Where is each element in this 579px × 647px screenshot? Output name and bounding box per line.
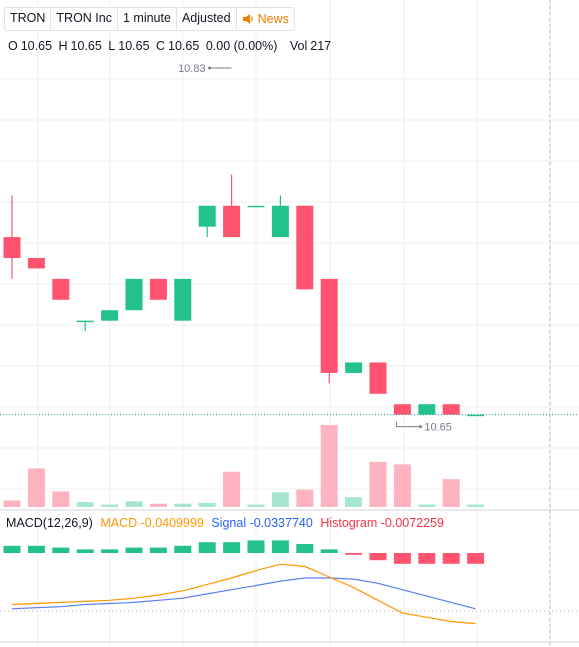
candle-body bbox=[52, 278, 70, 300]
macd-histogram-bar bbox=[3, 545, 21, 553]
macd-histogram-bar bbox=[345, 553, 363, 555]
volume-bar bbox=[125, 501, 143, 507]
candles bbox=[3, 174, 485, 417]
macd-histogram-bar bbox=[296, 544, 314, 553]
macd-histogram-bar bbox=[149, 547, 167, 553]
candle-body bbox=[198, 205, 216, 227]
candle-body bbox=[467, 414, 485, 417]
volume-label: Vol bbox=[289, 39, 308, 53]
candle-body bbox=[247, 205, 265, 208]
macd-histogram-bar bbox=[320, 549, 338, 553]
volume-bar bbox=[3, 500, 21, 507]
volume-value: 217 bbox=[310, 39, 332, 53]
volume-bar bbox=[52, 491, 70, 507]
high-label: H bbox=[58, 39, 68, 53]
candle-body bbox=[393, 404, 411, 415]
symbol-ticker[interactable]: TRON bbox=[5, 8, 52, 30]
low-marker-dot bbox=[418, 425, 422, 429]
candle-body bbox=[125, 278, 143, 311]
candle-body bbox=[27, 258, 45, 269]
low-value: 10.65 bbox=[118, 39, 150, 53]
candle-body bbox=[3, 237, 21, 258]
candle-body bbox=[76, 320, 94, 323]
high-marker-label: 10.83 bbox=[178, 63, 206, 75]
candle-body bbox=[296, 205, 314, 290]
open-label: O bbox=[8, 39, 18, 53]
news-button[interactable]: News bbox=[237, 8, 294, 30]
speaker-icon bbox=[242, 14, 253, 24]
macd-histogram-bar bbox=[76, 549, 94, 553]
candle-body bbox=[442, 404, 460, 415]
candle-body bbox=[149, 278, 167, 300]
open-value: 10.65 bbox=[20, 39, 53, 53]
macd-title[interactable]: MACD(12,26,9) bbox=[6, 516, 93, 530]
histogram-value: Histogram -0.0072259 bbox=[320, 516, 444, 530]
candle-body bbox=[271, 205, 289, 238]
low-label: L bbox=[108, 39, 116, 53]
adjustment-label[interactable]: Adjusted bbox=[177, 8, 237, 30]
volume-bar bbox=[369, 461, 387, 507]
interval-label[interactable]: 1 minute bbox=[118, 8, 177, 30]
close-label: C bbox=[156, 39, 166, 53]
volume-bar bbox=[76, 502, 94, 507]
macd-histogram-bar bbox=[125, 547, 143, 553]
macd-histogram-bar bbox=[418, 553, 436, 564]
candle-body bbox=[174, 278, 192, 321]
volume-bar bbox=[442, 479, 460, 507]
symbol-header: TRON TRON Inc 1 minute Adjusted News bbox=[4, 7, 295, 31]
volume-bar bbox=[296, 489, 314, 507]
macd-histogram-bar bbox=[271, 540, 289, 553]
price-markers: 10.83 10.65 bbox=[178, 63, 452, 434]
macd-histogram-bar bbox=[27, 545, 45, 553]
macd-histogram-bar bbox=[52, 547, 70, 553]
candle-body bbox=[369, 362, 387, 394]
candle-body bbox=[320, 278, 338, 373]
volume-bar bbox=[345, 497, 363, 507]
macd-value: MACD -0.0409999 bbox=[100, 516, 204, 530]
volume-bar bbox=[198, 502, 216, 507]
candle-body bbox=[101, 310, 119, 321]
candle-body bbox=[418, 404, 436, 415]
macd-histogram-bar bbox=[101, 549, 119, 553]
macd-histogram-bar bbox=[369, 553, 387, 561]
volume-bar bbox=[27, 468, 45, 507]
macd-histogram-bar bbox=[223, 542, 241, 553]
candle-body bbox=[223, 205, 241, 238]
macd-histogram-bar bbox=[442, 553, 460, 564]
news-label: News bbox=[257, 12, 289, 26]
symbol-name: TRON Inc bbox=[51, 8, 118, 30]
macd-pane bbox=[0, 540, 579, 625]
signal-value: Signal -0.0337740 bbox=[211, 516, 313, 530]
close-value: 10.65 bbox=[168, 39, 200, 53]
volume-bar bbox=[149, 503, 167, 507]
macd-histogram-bar bbox=[247, 540, 265, 553]
volume-bar bbox=[223, 471, 241, 507]
volume-bar bbox=[101, 504, 119, 507]
candle-body bbox=[345, 362, 363, 373]
volume-bar bbox=[271, 492, 289, 507]
macd-histogram-bar bbox=[174, 545, 192, 553]
volume-bar bbox=[174, 503, 192, 507]
low-marker-label: 10.65 bbox=[424, 422, 452, 434]
volume-bar bbox=[247, 504, 265, 507]
macd-histogram-bar bbox=[393, 553, 411, 564]
macd-histogram-bar bbox=[198, 542, 216, 553]
volume-bar bbox=[393, 464, 411, 507]
high-marker-dot bbox=[208, 66, 212, 70]
volume-bars bbox=[3, 425, 485, 507]
signal-line bbox=[11, 577, 476, 610]
change-value: 0.00 (0.00%) bbox=[205, 39, 278, 53]
macd-line bbox=[11, 563, 476, 625]
volume-bar bbox=[418, 504, 436, 507]
volume-bar bbox=[467, 504, 485, 507]
ohlc-legend: O 10.65 H 10.65 L 10.65 C 10.65 0.00 (0.00%)… bbox=[8, 39, 334, 53]
volume-bar bbox=[320, 425, 338, 507]
macd-histogram-bar bbox=[467, 553, 485, 564]
high-value: 10.65 bbox=[70, 39, 102, 53]
macd-legend: MACD(12,26,9) MACD -0.0409999 Signal -0.… bbox=[6, 516, 448, 530]
